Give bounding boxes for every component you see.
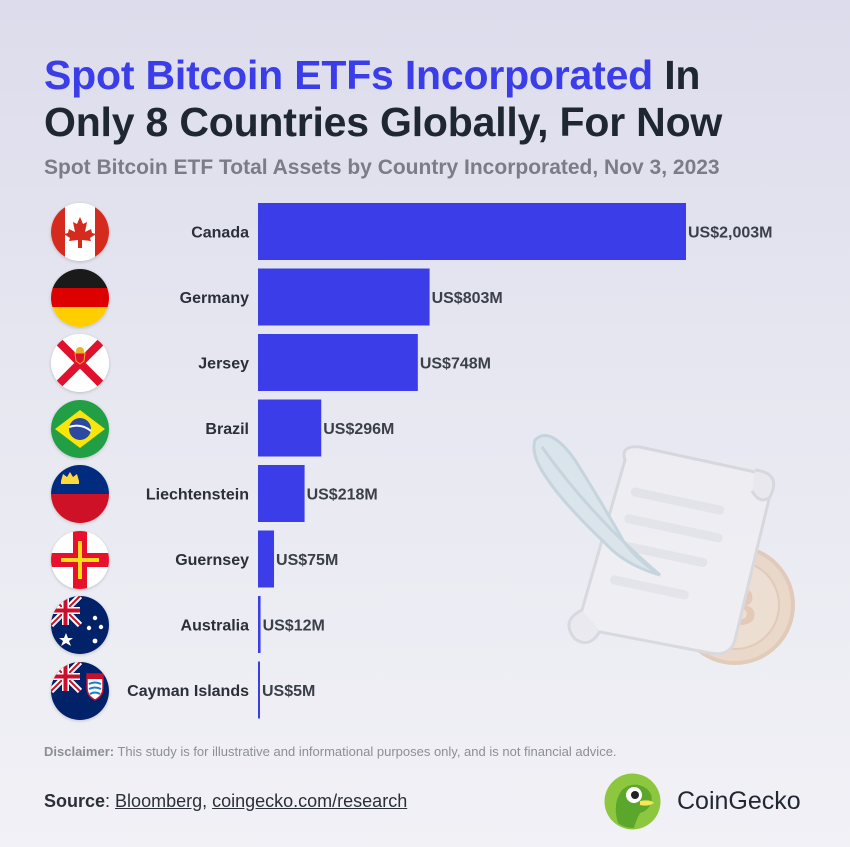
bar-germany (258, 268, 430, 326)
category-label: Australia (181, 618, 250, 635)
bar-jersey (258, 334, 418, 391)
category-label: Jersey (198, 356, 249, 373)
liechtenstein-flag-icon (51, 465, 109, 523)
canada-flag-icon (51, 203, 109, 261)
coingecko-logo-icon (604, 773, 661, 830)
category-label: Liechtenstein (146, 487, 249, 504)
disclaimer: Disclaimer: This study is for illustrati… (44, 744, 617, 759)
source-link-coingecko[interactable]: coingecko.com/research (212, 791, 408, 811)
value-label: US$12M (263, 618, 325, 635)
brazil-flag-icon (51, 399, 109, 458)
australia-flag-icon (51, 596, 109, 654)
bar-liechtenstein (258, 465, 305, 522)
title-highlight: Spot Bitcoin ETFs Incorporated (44, 52, 654, 98)
germany-flag-icon (51, 268, 109, 327)
source-separator: : (105, 791, 116, 811)
value-label: US$803M (432, 290, 503, 307)
coingecko-brand: CoinGecko (604, 773, 801, 830)
value-label: US$2,003M (688, 225, 773, 242)
value-label: US$5M (262, 683, 315, 700)
category-label: Canada (191, 225, 249, 242)
guernsey-flag-icon (51, 530, 109, 589)
value-label: US$218M (307, 487, 378, 504)
source-link-bloomberg[interactable]: Bloomberg (115, 791, 203, 811)
bar-brazil (258, 399, 322, 457)
category-label: Cayman Islands (127, 683, 249, 700)
value-label: US$748M (420, 356, 491, 373)
cayman-islands-flag-icon (51, 661, 109, 720)
category-label: Germany (180, 290, 249, 307)
jersey-flag-icon (51, 334, 109, 392)
bar-chart: Canada US$2,003M Germany US$803M Jersey US$74… (127, 203, 773, 719)
brand-name: CoinGecko (677, 787, 801, 815)
title-line2: Only 8 Countries Globally, For Now (44, 99, 723, 145)
source-line: Source: Bloomberg, coingecko.com/researc… (44, 791, 407, 812)
source-label: Source (44, 791, 106, 811)
source-comma: , (202, 791, 213, 811)
value-label: US$296M (323, 421, 394, 438)
bar-australia (258, 596, 261, 653)
value-label: US$75M (276, 552, 338, 569)
title-rest: In (653, 52, 701, 98)
bar-guernsey (258, 530, 275, 588)
disclaimer-text: This study is for illustrative and infor… (114, 744, 617, 759)
disclaimer-label: Disclaimer: (44, 744, 115, 759)
category-label: Guernsey (175, 552, 249, 569)
bar-canada (258, 203, 686, 260)
bar-cayman-islands (258, 661, 260, 719)
chart-title: Spot Bitcoin ETFs Incorporated In Only 8 … (44, 52, 722, 146)
category-label: Brazil (205, 421, 249, 438)
chart-subtitle: Spot Bitcoin ETF Total Assets by Country… (44, 156, 720, 179)
quill-scroll-illustration: ₿ (532, 434, 795, 665)
